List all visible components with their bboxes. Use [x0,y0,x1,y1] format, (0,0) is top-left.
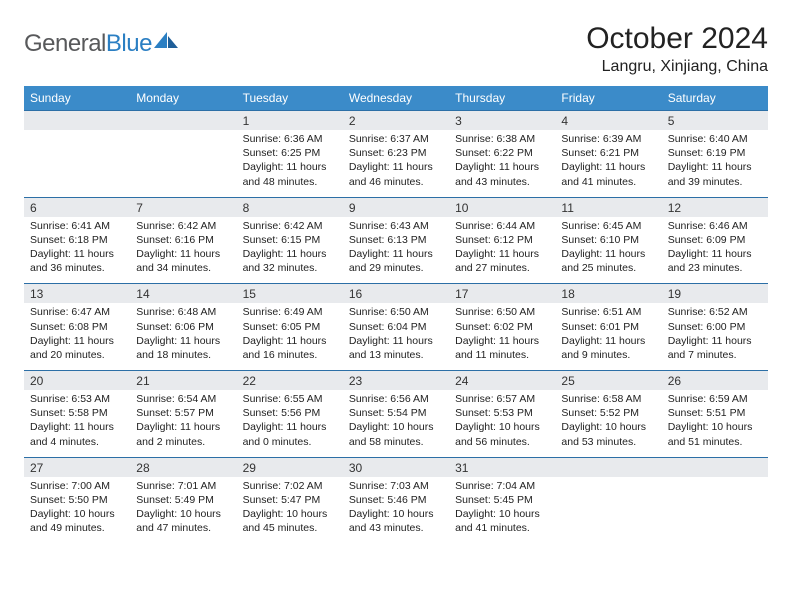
day-detail-cell [662,477,768,544]
dayhead-friday: Friday [555,86,661,111]
day-number-cell: 22 [237,371,343,391]
header: GeneralBlue October 2024 Langru, Xinjian… [24,22,768,76]
day-number-cell: 21 [130,371,236,391]
day-detail-cell: Sunrise: 6:46 AMSunset: 6:09 PMDaylight:… [662,217,768,284]
day-number-cell: 25 [555,371,661,391]
day-number-cell: 31 [449,457,555,477]
logo-text-blue: Blue [106,30,152,58]
day-number-cell: 9 [343,197,449,217]
day-number-cell: 13 [24,284,130,304]
day-number-cell: 7 [130,197,236,217]
day-detail-cell: Sunrise: 6:58 AMSunset: 5:52 PMDaylight:… [555,390,661,457]
day-number-cell [555,457,661,477]
day-detail-cell: Sunrise: 6:48 AMSunset: 6:06 PMDaylight:… [130,303,236,370]
calendar-table: Sunday Monday Tuesday Wednesday Thursday… [24,86,768,543]
day-detail-cell: Sunrise: 6:50 AMSunset: 6:04 PMDaylight:… [343,303,449,370]
week-detail-row: Sunrise: 6:47 AMSunset: 6:08 PMDaylight:… [24,303,768,370]
logo: GeneralBlue [24,22,180,58]
day-detail-cell: Sunrise: 6:56 AMSunset: 5:54 PMDaylight:… [343,390,449,457]
week-detail-row: Sunrise: 6:53 AMSunset: 5:58 PMDaylight:… [24,390,768,457]
dayhead-sunday: Sunday [24,86,130,111]
day-detail-cell: Sunrise: 6:54 AMSunset: 5:57 PMDaylight:… [130,390,236,457]
day-detail-cell: Sunrise: 6:50 AMSunset: 6:02 PMDaylight:… [449,303,555,370]
day-detail-cell: Sunrise: 6:40 AMSunset: 6:19 PMDaylight:… [662,130,768,197]
day-detail-cell: Sunrise: 6:57 AMSunset: 5:53 PMDaylight:… [449,390,555,457]
day-number-cell: 24 [449,371,555,391]
day-detail-cell: Sunrise: 6:41 AMSunset: 6:18 PMDaylight:… [24,217,130,284]
day-detail-cell: Sunrise: 7:04 AMSunset: 5:45 PMDaylight:… [449,477,555,544]
calendar-page: GeneralBlue October 2024 Langru, Xinjian… [0,0,792,559]
day-number-cell: 27 [24,457,130,477]
title-block: October 2024 Langru, Xinjiang, China [586,22,768,76]
day-number-cell: 15 [237,284,343,304]
day-number-cell [130,111,236,131]
day-detail-cell: Sunrise: 6:42 AMSunset: 6:15 PMDaylight:… [237,217,343,284]
day-number-cell: 3 [449,111,555,131]
calendar-body: 12345Sunrise: 6:36 AMSunset: 6:25 PMDayl… [24,111,768,544]
day-header-row: Sunday Monday Tuesday Wednesday Thursday… [24,86,768,111]
day-detail-cell: Sunrise: 6:38 AMSunset: 6:22 PMDaylight:… [449,130,555,197]
day-detail-cell: Sunrise: 6:43 AMSunset: 6:13 PMDaylight:… [343,217,449,284]
dayhead-saturday: Saturday [662,86,768,111]
dayhead-monday: Monday [130,86,236,111]
week-num-row: 13141516171819 [24,284,768,304]
day-number-cell: 2 [343,111,449,131]
location-text: Langru, Xinjiang, China [586,58,768,76]
day-detail-cell: Sunrise: 6:55 AMSunset: 5:56 PMDaylight:… [237,390,343,457]
day-number-cell: 16 [343,284,449,304]
day-number-cell: 4 [555,111,661,131]
day-number-cell: 8 [237,197,343,217]
day-detail-cell [24,130,130,197]
day-number-cell: 1 [237,111,343,131]
day-detail-cell: Sunrise: 6:59 AMSunset: 5:51 PMDaylight:… [662,390,768,457]
day-detail-cell: Sunrise: 6:53 AMSunset: 5:58 PMDaylight:… [24,390,130,457]
day-number-cell: 17 [449,284,555,304]
day-detail-cell: Sunrise: 6:39 AMSunset: 6:21 PMDaylight:… [555,130,661,197]
day-number-cell: 14 [130,284,236,304]
day-number-cell: 10 [449,197,555,217]
week-detail-row: Sunrise: 7:00 AMSunset: 5:50 PMDaylight:… [24,477,768,544]
day-number-cell: 5 [662,111,768,131]
day-number-cell: 29 [237,457,343,477]
dayhead-tuesday: Tuesday [237,86,343,111]
dayhead-thursday: Thursday [449,86,555,111]
month-title: October 2024 [586,22,768,56]
day-detail-cell: Sunrise: 6:36 AMSunset: 6:25 PMDaylight:… [237,130,343,197]
week-detail-row: Sunrise: 6:41 AMSunset: 6:18 PMDaylight:… [24,217,768,284]
day-number-cell [24,111,130,131]
logo-text-gray: General [24,30,106,58]
day-detail-cell: Sunrise: 7:01 AMSunset: 5:49 PMDaylight:… [130,477,236,544]
day-detail-cell [555,477,661,544]
day-number-cell: 26 [662,371,768,391]
dayhead-wednesday: Wednesday [343,86,449,111]
week-num-row: 12345 [24,111,768,131]
day-detail-cell: Sunrise: 7:00 AMSunset: 5:50 PMDaylight:… [24,477,130,544]
day-detail-cell: Sunrise: 6:37 AMSunset: 6:23 PMDaylight:… [343,130,449,197]
day-number-cell: 28 [130,457,236,477]
day-number-cell: 20 [24,371,130,391]
logo-sail-icon [154,30,180,55]
day-number-cell: 11 [555,197,661,217]
day-detail-cell: Sunrise: 6:44 AMSunset: 6:12 PMDaylight:… [449,217,555,284]
day-detail-cell: Sunrise: 6:42 AMSunset: 6:16 PMDaylight:… [130,217,236,284]
day-detail-cell: Sunrise: 6:47 AMSunset: 6:08 PMDaylight:… [24,303,130,370]
week-detail-row: Sunrise: 6:36 AMSunset: 6:25 PMDaylight:… [24,130,768,197]
day-number-cell: 23 [343,371,449,391]
week-num-row: 2728293031 [24,457,768,477]
day-number-cell [662,457,768,477]
day-number-cell: 19 [662,284,768,304]
day-detail-cell: Sunrise: 6:49 AMSunset: 6:05 PMDaylight:… [237,303,343,370]
day-detail-cell: Sunrise: 6:51 AMSunset: 6:01 PMDaylight:… [555,303,661,370]
day-number-cell: 12 [662,197,768,217]
week-num-row: 20212223242526 [24,371,768,391]
day-detail-cell: Sunrise: 7:02 AMSunset: 5:47 PMDaylight:… [237,477,343,544]
week-num-row: 6789101112 [24,197,768,217]
day-number-cell: 30 [343,457,449,477]
day-detail-cell: Sunrise: 7:03 AMSunset: 5:46 PMDaylight:… [343,477,449,544]
day-detail-cell [130,130,236,197]
day-detail-cell: Sunrise: 6:52 AMSunset: 6:00 PMDaylight:… [662,303,768,370]
day-detail-cell: Sunrise: 6:45 AMSunset: 6:10 PMDaylight:… [555,217,661,284]
day-number-cell: 18 [555,284,661,304]
day-number-cell: 6 [24,197,130,217]
